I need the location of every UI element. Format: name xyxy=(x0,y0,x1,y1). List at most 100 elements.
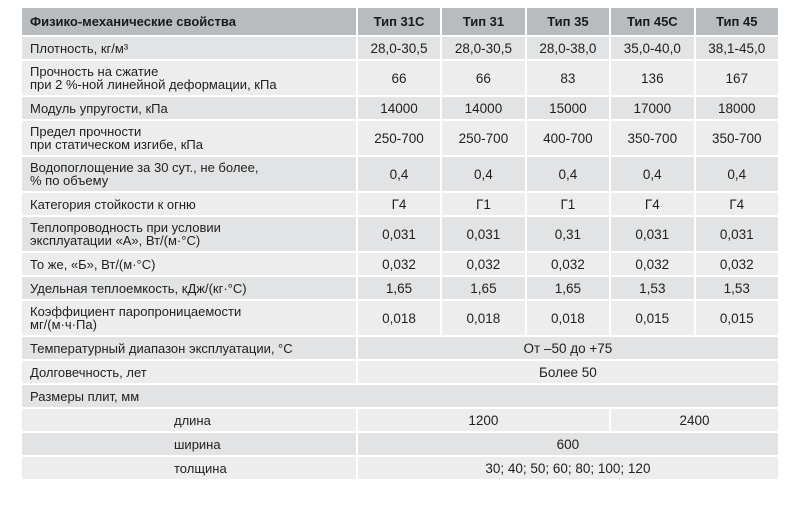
header-type-31c: Тип 31С xyxy=(357,8,441,35)
table-cell: 28,0-30,5 xyxy=(357,37,441,59)
table-header-row: Физико-механические свойства Тип 31С Тип… xyxy=(22,8,778,35)
table-cell: 66 xyxy=(442,61,525,95)
table-cell: Г4 xyxy=(357,193,441,215)
table-cell: 0,015 xyxy=(695,301,778,335)
table-cell: 15000 xyxy=(526,97,610,119)
row-label-elastic-modulus: Модуль упругости, кПа xyxy=(22,97,356,119)
table-cell: 0,31 xyxy=(526,217,610,251)
row-label-thickness: толщина xyxy=(22,457,356,479)
table-cell: 28,0-30,5 xyxy=(442,37,525,59)
table-row: Прочность на сжатие при 2 %-ной линейной … xyxy=(22,61,778,95)
table-row: толщина 30; 40; 50; 60; 80; 100; 120 xyxy=(22,457,778,479)
row-label-thermal-conductivity-b: То же, «Б», Вт/(м·°С) xyxy=(22,253,356,275)
table-cell: Г4 xyxy=(611,193,694,215)
table-cell: 1,65 xyxy=(526,277,610,299)
label-line: при статическом изгибе, кПа xyxy=(30,137,203,152)
table-cell: 1,65 xyxy=(442,277,525,299)
table-cell: 0,4 xyxy=(695,157,778,191)
table-cell: 136 xyxy=(611,61,694,95)
table-row: Водопоглощение за 30 сут., не более,% по… xyxy=(22,157,778,191)
row-label-specific-heat: Удельная теплоемкость, кДж/(кг·°С) xyxy=(22,277,356,299)
row-label-vapor-permeability: Коэффициент паропроницаемости мг/(м·ч·Па) xyxy=(22,301,356,335)
header-type-35: Тип 35 xyxy=(526,8,610,35)
merged-cell: 600 xyxy=(357,433,778,455)
table-cell: 1,53 xyxy=(695,277,778,299)
table-cell: 0,018 xyxy=(526,301,610,335)
label-line: Коэффициент паропроницаемости xyxy=(30,304,242,319)
table-cell: 0,032 xyxy=(695,253,778,275)
header-property: Физико-механические свойства xyxy=(22,8,356,35)
table-cell: 0,031 xyxy=(357,217,441,251)
physical-mechanical-properties-table: Физико-механические свойства Тип 31С Тип… xyxy=(20,6,780,481)
table-cell: 0,031 xyxy=(695,217,778,251)
merged-cell: От –50 до +75 xyxy=(357,337,778,359)
table-cell: 1,65 xyxy=(357,277,441,299)
label-line: % по объему xyxy=(30,173,109,188)
table-row: Долговечность, лет Более 50 xyxy=(22,361,778,383)
table-cell: 0,032 xyxy=(526,253,610,275)
table-cell: 28,0-38,0 xyxy=(526,37,610,59)
table-cell: 0,031 xyxy=(442,217,525,251)
table-cell: 350-700 xyxy=(695,121,778,155)
table-cell: 35,0-40,0 xyxy=(611,37,694,59)
table-cell: 250-700 xyxy=(357,121,441,155)
label-line: Теплопроводность при условии xyxy=(30,220,221,235)
label-line: при 2 %-ной линейной деформации, кПа xyxy=(30,77,277,92)
label-line: Предел прочности xyxy=(30,124,142,139)
table-row: Коэффициент паропроницаемости мг/(м·ч·Па)… xyxy=(22,301,778,335)
table-cell: 66 xyxy=(357,61,441,95)
table-cell: 14000 xyxy=(442,97,525,119)
row-label-water-absorption: Водопоглощение за 30 сут., не более,% по… xyxy=(22,157,356,191)
table-cell: Г4 xyxy=(695,193,778,215)
table-row: Температурный диапазон эксплуатации, °С … xyxy=(22,337,778,359)
table-cell: 18000 xyxy=(695,97,778,119)
merged-cell: 30; 40; 50; 60; 80; 100; 120 xyxy=(357,457,778,479)
label-line: Водопоглощение за 30 сут., не более, xyxy=(30,160,259,175)
table-cell: 0,4 xyxy=(611,157,694,191)
merged-cell: Более 50 xyxy=(357,361,778,383)
row-label-width: ширина xyxy=(22,433,356,455)
table-row: Категория стойкости к огню Г4 Г1 Г1 Г4 Г… xyxy=(22,193,778,215)
merged-cell: 1200 xyxy=(357,409,610,431)
table-row: Размеры плит, мм xyxy=(22,385,778,407)
row-label-temperature-range: Температурный диапазон эксплуатации, °С xyxy=(22,337,356,359)
table-cell: 0,4 xyxy=(442,157,525,191)
header-type-45: Тип 45 xyxy=(695,8,778,35)
table-cell: 0,4 xyxy=(357,157,441,191)
table-cell: 83 xyxy=(526,61,610,95)
properties-table-container: Физико-механические свойства Тип 31С Тип… xyxy=(20,6,780,481)
table-cell: 167 xyxy=(695,61,778,95)
merged-cell: 2400 xyxy=(611,409,778,431)
table-cell: 0,018 xyxy=(357,301,441,335)
table-cell: Г1 xyxy=(442,193,525,215)
table-cell: 0,032 xyxy=(442,253,525,275)
row-label-thermal-conductivity-a: Теплопроводность при условии эксплуатации… xyxy=(22,217,356,251)
table-row: длина 1200 2400 xyxy=(22,409,778,431)
row-label-fire-resistance: Категория стойкости к огню xyxy=(22,193,356,215)
table-row: Модуль упругости, кПа 14000 14000 15000 … xyxy=(22,97,778,119)
row-label-board-dimensions: Размеры плит, мм xyxy=(22,385,778,407)
table-cell: 250-700 xyxy=(442,121,525,155)
table-cell: 1,53 xyxy=(611,277,694,299)
table-row: Плотность, кг/м³ 28,0-30,5 28,0-30,5 28,… xyxy=(22,37,778,59)
table-cell: 17000 xyxy=(611,97,694,119)
table-row: Теплопроводность при условии эксплуатации… xyxy=(22,217,778,251)
table-row: Предел прочности при статическом изгибе, … xyxy=(22,121,778,155)
row-label-length: длина xyxy=(22,409,356,431)
table-cell: 0,015 xyxy=(611,301,694,335)
table-cell: 0,031 xyxy=(611,217,694,251)
table-cell: 400-700 xyxy=(526,121,610,155)
table-row: ширина 600 xyxy=(22,433,778,455)
header-type-45c: Тип 45С xyxy=(611,8,694,35)
table-cell: 0,018 xyxy=(442,301,525,335)
table-cell: Г1 xyxy=(526,193,610,215)
label-line: эксплуатации «А», Вт/(м·°С) xyxy=(30,233,201,248)
table-row: То же, «Б», Вт/(м·°С) 0,032 0,032 0,032 … xyxy=(22,253,778,275)
table-cell: 38,1-45,0 xyxy=(695,37,778,59)
table-cell: 350-700 xyxy=(611,121,694,155)
table-row: Удельная теплоемкость, кДж/(кг·°С) 1,65 … xyxy=(22,277,778,299)
table-cell: 14000 xyxy=(357,97,441,119)
label-line: Прочность на сжатие xyxy=(30,64,159,79)
row-label-bending-strength: Предел прочности при статическом изгибе, … xyxy=(22,121,356,155)
label-line: мг/(м·ч·Па) xyxy=(30,317,97,332)
